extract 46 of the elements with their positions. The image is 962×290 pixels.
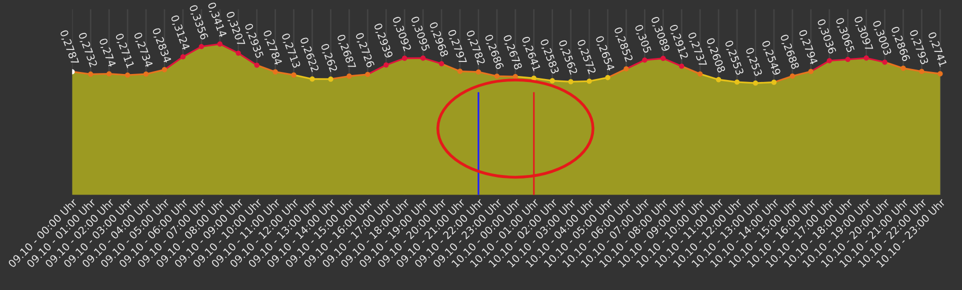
point <box>438 61 444 66</box>
point <box>716 77 722 82</box>
point <box>586 78 592 84</box>
point <box>143 71 149 77</box>
point <box>272 69 278 74</box>
point <box>310 76 315 82</box>
point <box>420 56 426 61</box>
point <box>826 58 832 64</box>
point <box>328 76 334 82</box>
point <box>734 79 740 85</box>
point <box>291 72 296 78</box>
data-label: 0,274 <box>98 38 116 68</box>
point <box>752 80 758 86</box>
point <box>642 58 648 63</box>
point <box>550 78 555 84</box>
point <box>476 69 482 75</box>
point <box>198 44 204 50</box>
point <box>162 67 168 72</box>
point <box>217 41 222 47</box>
point <box>882 60 888 65</box>
point <box>808 68 814 74</box>
data-label: 0,253 <box>744 47 763 77</box>
point <box>106 71 112 76</box>
point <box>402 56 408 61</box>
point <box>124 72 130 78</box>
point <box>346 74 352 79</box>
point <box>494 74 500 79</box>
data-label: 0,262 <box>320 43 338 73</box>
point <box>568 79 574 84</box>
point <box>457 68 463 74</box>
point <box>88 72 94 77</box>
point <box>864 55 869 61</box>
point <box>938 71 943 76</box>
point <box>365 72 370 78</box>
point <box>919 68 924 74</box>
point <box>384 62 389 68</box>
data-label: 0,305 <box>634 24 652 54</box>
point <box>236 50 241 56</box>
point <box>771 80 777 85</box>
point <box>790 74 796 79</box>
point <box>512 74 518 80</box>
point <box>180 54 186 60</box>
point <box>900 66 906 71</box>
point <box>660 56 666 61</box>
point <box>254 62 260 68</box>
point <box>845 56 850 62</box>
